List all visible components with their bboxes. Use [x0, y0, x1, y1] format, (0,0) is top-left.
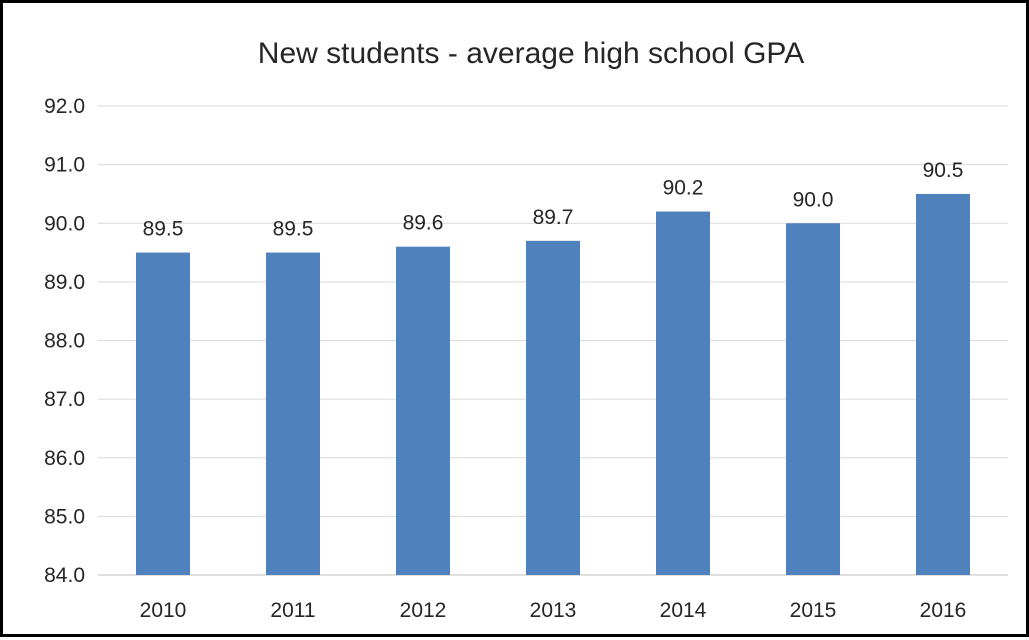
- y-tick-label: 87.0: [44, 388, 85, 411]
- bar: [786, 223, 840, 575]
- x-tick-label: 2016: [920, 599, 967, 622]
- data-label: 90.5: [923, 159, 964, 182]
- data-label: 90.0: [793, 188, 834, 211]
- y-tick-label: 89.0: [44, 271, 85, 294]
- bar: [526, 240, 580, 575]
- y-tick-label: 90.0: [44, 212, 85, 235]
- y-tick-label: 88.0: [44, 330, 85, 353]
- data-label: 89.6: [403, 212, 444, 235]
- x-tick-label: 2010: [140, 599, 187, 622]
- bar: [136, 252, 190, 575]
- y-tick-label: 86.0: [44, 447, 85, 470]
- data-label: 89.7: [533, 206, 574, 229]
- x-tick-label: 2011: [270, 599, 315, 622]
- bar: [916, 193, 970, 575]
- bar-chart: New students - average high school GPA 8…: [44, 37, 1008, 622]
- bar: [656, 211, 710, 575]
- data-labels: 89.5 89.5 89.6 89.7 90.2 90.0 90.5: [143, 159, 964, 241]
- y-tick-label: 85.0: [44, 505, 85, 528]
- y-tick-label: 92.0: [44, 95, 85, 118]
- data-label: 89.5: [143, 218, 184, 241]
- chart-title: New students - average high school GPA: [258, 37, 804, 70]
- data-label: 89.5: [273, 218, 314, 241]
- x-axis-ticks: 2010 2011 2012 2013 2014 2015 2016: [140, 599, 967, 622]
- y-tick-label: 84.0: [44, 564, 85, 587]
- bar: [266, 252, 320, 575]
- y-tick-label: 91.0: [44, 154, 85, 177]
- x-tick-label: 2014: [660, 599, 707, 622]
- bars: [136, 193, 970, 575]
- x-tick-label: 2015: [790, 599, 837, 622]
- x-tick-label: 2013: [530, 599, 577, 622]
- data-label: 90.2: [663, 177, 704, 200]
- bar: [396, 246, 450, 575]
- y-axis-ticks: 84.0 85.0 86.0 87.0 88.0 89.0 90.0 91.0 92.0: [44, 95, 85, 587]
- x-tick-label: 2012: [400, 599, 447, 622]
